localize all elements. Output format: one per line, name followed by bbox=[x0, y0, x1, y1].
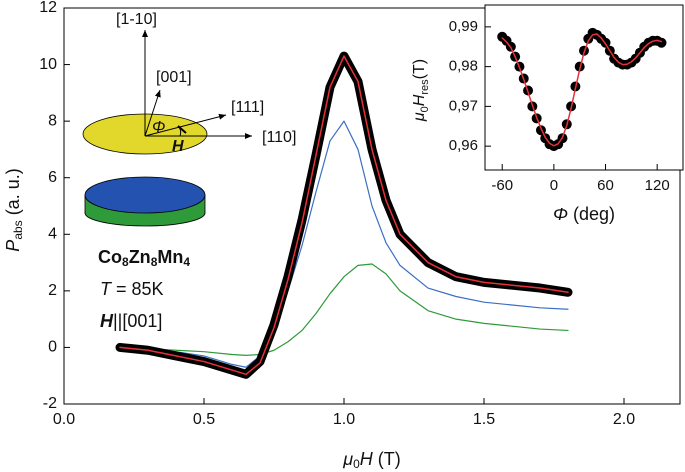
data-point bbox=[656, 37, 667, 48]
direction-label: [001] bbox=[156, 69, 192, 86]
label-part: 0 bbox=[353, 457, 360, 471]
y-tick-label: 10 bbox=[39, 56, 57, 73]
y-tick-label: -2 bbox=[43, 395, 57, 412]
x-axis-label: μ0H (T) bbox=[342, 449, 401, 471]
y-tick-label: 12 bbox=[39, 0, 57, 16]
series-line bbox=[501, 33, 663, 147]
label-part: H bbox=[411, 94, 428, 106]
formula-part: 4 bbox=[183, 255, 190, 269]
formula-part: 8 bbox=[151, 255, 158, 269]
formula: Co8Zn8Mn4 bbox=[98, 247, 190, 269]
y-tick-label: 0,98 bbox=[449, 58, 478, 75]
angle-label: Φ bbox=[152, 119, 165, 136]
formula-part: Co bbox=[98, 247, 122, 267]
formula-part: Zn bbox=[129, 247, 151, 267]
label-part: (T) bbox=[411, 59, 428, 79]
direction-label: [110] bbox=[262, 129, 296, 146]
inset-plot: -60 0 60 120 0,96 0,97 0,98 0,99 bbox=[449, 4, 684, 194]
inset-y-axis-label: μ0Hres(T) bbox=[411, 59, 431, 122]
formula-part: 8 bbox=[122, 255, 129, 269]
y-tick-label: 8 bbox=[48, 112, 57, 129]
sample-diagram: [1-10] [001] [111] [110] Φ H Co8Zn8Mn4 T… bbox=[82, 11, 296, 331]
y-tick-label: 4 bbox=[48, 226, 57, 243]
label-part: 0 bbox=[419, 106, 431, 112]
x-tick-label: 2.0 bbox=[613, 411, 635, 428]
y-tick-label: 0 bbox=[48, 339, 57, 356]
orientation-part: ||[001] bbox=[113, 311, 162, 331]
y-tick-label: 0,96 bbox=[449, 137, 478, 154]
x-tick-label: 0.5 bbox=[193, 411, 215, 428]
temperature: T = 85K bbox=[100, 279, 164, 299]
y-axis-label: Pabs (a. u.) bbox=[3, 168, 25, 251]
label-part: (a. u.) bbox=[3, 168, 23, 220]
field-label: H bbox=[172, 138, 184, 155]
y-tick-label: 0,99 bbox=[449, 18, 478, 35]
series-line bbox=[119, 55, 569, 376]
inset-x-axis-label: Φ (deg) bbox=[553, 204, 615, 224]
label-part: abs bbox=[11, 220, 25, 239]
series-line bbox=[119, 120, 569, 368]
y-tick-label: 6 bbox=[48, 169, 57, 186]
label-part: H bbox=[360, 449, 374, 469]
y-tick-label: 0,97 bbox=[449, 97, 478, 114]
label-part: (T) bbox=[373, 449, 401, 469]
orientation: H||[001] bbox=[100, 311, 162, 331]
direction-label: [111] bbox=[231, 99, 264, 116]
label-part: μ bbox=[411, 112, 428, 122]
y-tick-label: 2 bbox=[48, 282, 57, 299]
orientation-part: H bbox=[100, 311, 114, 331]
x-tick-label: 120 bbox=[645, 177, 670, 194]
label-part: res bbox=[419, 79, 431, 95]
x-tick-label: 1.0 bbox=[333, 411, 355, 428]
x-tick-label: 0 bbox=[550, 177, 558, 194]
x-tick-label: 1.5 bbox=[473, 411, 495, 428]
label-part: Φ bbox=[553, 204, 568, 224]
plot-frame bbox=[484, 4, 684, 171]
formula-part: Mn bbox=[157, 247, 183, 267]
direction-label: [1-10] bbox=[116, 11, 157, 28]
label-part: μ bbox=[342, 449, 353, 469]
temperature-part: = 85K bbox=[111, 279, 164, 299]
x-tick-label: 60 bbox=[597, 177, 614, 194]
temperature-part: T bbox=[100, 279, 113, 299]
x-tick-label: -60 bbox=[491, 177, 513, 194]
label-part: P bbox=[3, 240, 23, 252]
x-tick-label: 0.0 bbox=[53, 411, 75, 428]
label-part: (deg) bbox=[568, 204, 615, 224]
series-line bbox=[119, 263, 569, 356]
